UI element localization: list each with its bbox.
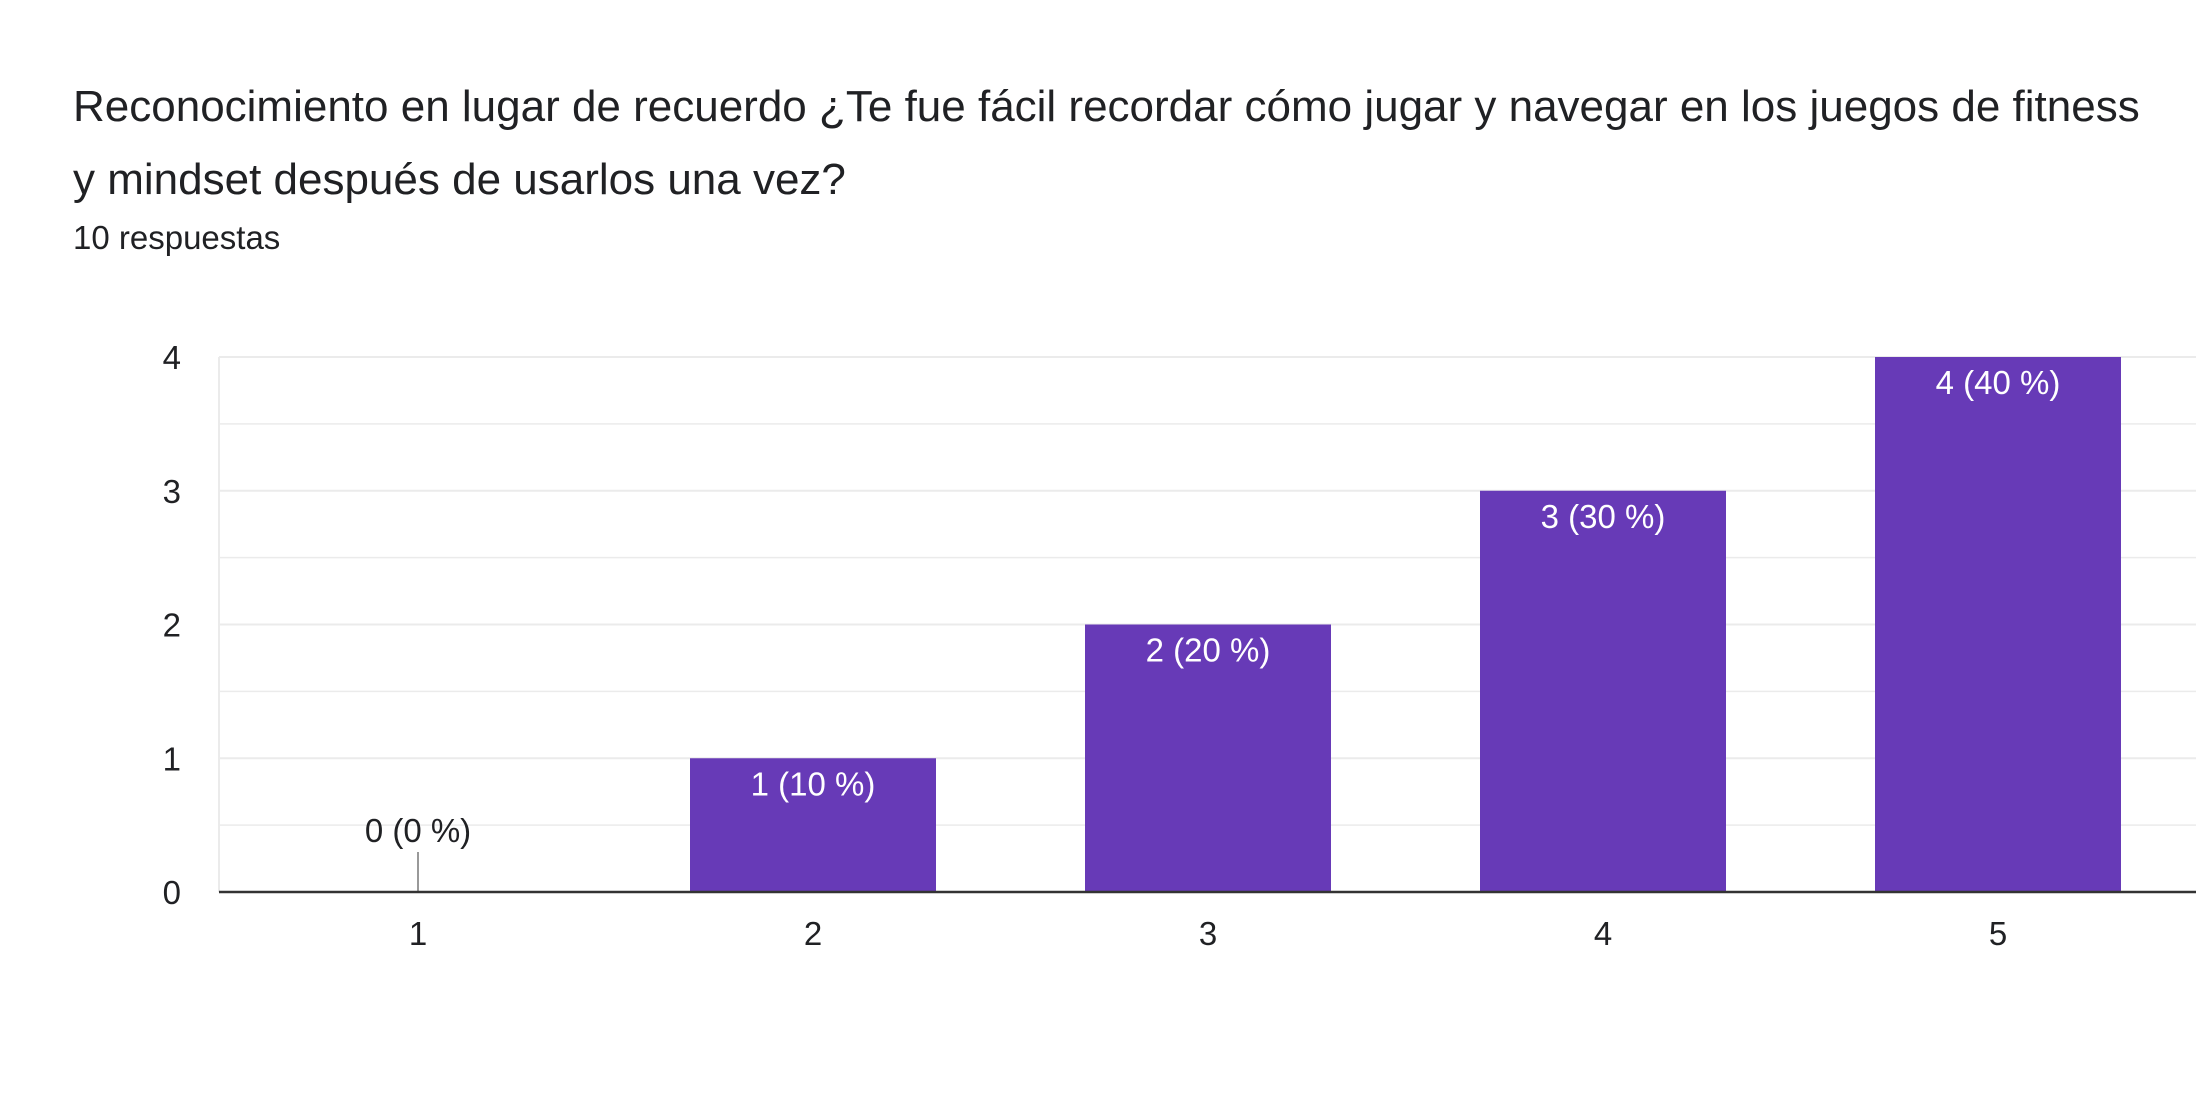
x-tick-label: 2: [804, 915, 822, 952]
x-tick-label: 3: [1199, 915, 1217, 952]
x-tick-label: 5: [1989, 915, 2007, 952]
data-label: 0 (0 %): [365, 812, 471, 849]
x-tick-label: 4: [1594, 915, 1612, 952]
y-tick-label: 1: [163, 740, 181, 777]
bar: [1085, 624, 1331, 892]
question-title: Reconocimiento en lugar de recuerdo ¿Te …: [73, 82, 2140, 204]
data-label: 1 (10 %): [751, 765, 876, 802]
bar: [1480, 490, 1726, 892]
response-count: 10 respuestas: [73, 219, 281, 256]
bar: [690, 758, 936, 892]
chart-header: Reconocimiento en lugar de recuerdo ¿Te …: [73, 70, 2153, 258]
x-tick-label: 1: [409, 915, 427, 952]
axes: 0 1 2 3 4 1 2 3 4 5: [163, 339, 2196, 952]
bar: [1875, 357, 2121, 892]
data-label: 4 (40 %): [1936, 364, 2061, 401]
bars: [417, 357, 2121, 892]
y-tick-label: 0: [163, 874, 181, 911]
data-label: 2 (20 %): [1146, 632, 1271, 669]
y-tick-label: 4: [163, 339, 181, 376]
data-label: 3 (30 %): [1541, 498, 1666, 535]
data-labels: 0 (0 %) 1 (10 %) 2 (20 %) 3 (30 %) 4 (40 %): [365, 364, 2061, 849]
y-tick-label: 2: [163, 607, 181, 644]
y-tick-label: 3: [163, 473, 181, 510]
